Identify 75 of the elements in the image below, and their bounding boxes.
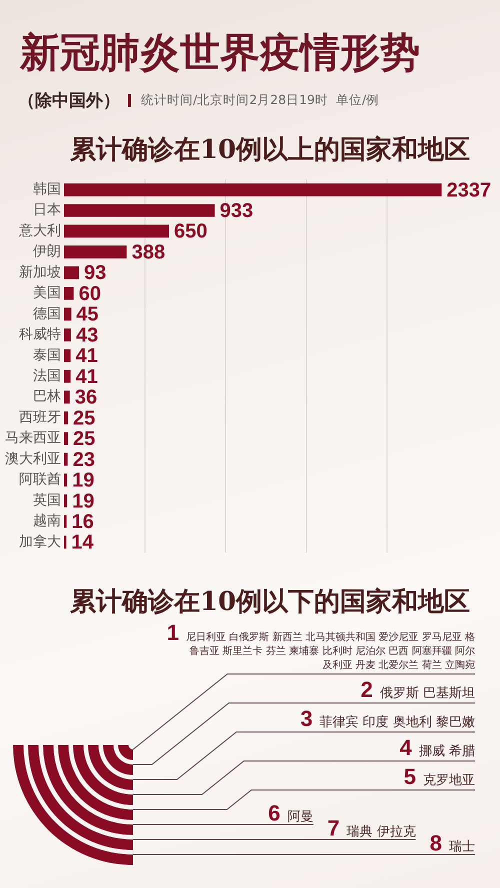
y-tick-label: 西班牙 [19, 409, 61, 426]
y-tick-label: 新加坡 [19, 264, 61, 280]
data-label: 8 [430, 830, 442, 856]
y-tick-label: 意大利 [18, 222, 61, 239]
y-tick-label: 德国 [33, 306, 61, 322]
bar [64, 432, 68, 445]
bar [64, 474, 68, 486]
data-label: 36 [74, 386, 98, 409]
y-tick-label: 加拿大 [19, 534, 61, 550]
text: 统计时间/北京时间2月28日19时 [141, 92, 328, 108]
data-label: 16 [72, 511, 94, 534]
bar [64, 411, 68, 424]
chart-title: 新冠肺炎世界疫情形势 [20, 28, 420, 78]
bar [64, 349, 71, 362]
text: 单位/例 [336, 92, 380, 108]
bar [64, 452, 68, 466]
data-label: 19 [72, 470, 94, 492]
y-tick-label: 英国 [33, 492, 61, 508]
data-label: 25 [73, 428, 96, 450]
data-label: 41 [76, 345, 98, 368]
y-tick-label: 巴林 [33, 388, 61, 405]
data-label: 7 [327, 816, 340, 840]
bar [64, 370, 71, 383]
data-label: 43 [76, 324, 98, 346]
data-label: 6 [268, 800, 280, 826]
category-label: 俄罗斯 巴基斯坦 [380, 686, 476, 701]
data-label: 23 [72, 448, 95, 471]
y-tick-label: 伊朗 [33, 244, 61, 260]
data-label: 2337 [446, 179, 492, 202]
category-label: 菲律宾 印度 奥地利 黎巴嫩 [320, 714, 476, 730]
bar [64, 515, 67, 528]
category-label: 挪威 希腊 [418, 744, 476, 759]
text: 累计确诊在10例以上的国家和地区 [68, 134, 472, 166]
bar [64, 494, 68, 508]
bar [64, 224, 170, 238]
y-tick-label: 日本 [33, 202, 61, 218]
y-tick-label: 泰国 [33, 347, 61, 364]
data-label: 14 [71, 532, 94, 554]
data-label: 93 [84, 262, 106, 284]
bar [64, 308, 72, 321]
data-label: 650 [174, 220, 208, 243]
data-label: 933 [220, 200, 254, 222]
data-label: 60 [78, 282, 101, 305]
data-label: 388 [132, 241, 166, 264]
data-label: 4 [400, 735, 413, 760]
category-label: 瑞士 [449, 840, 475, 854]
category-label: 阿曼 [287, 810, 314, 824]
bar [64, 204, 215, 217]
bar [64, 287, 74, 300]
y-tick-label: 越南 [33, 513, 61, 530]
y-tick-label: 法国 [33, 368, 61, 384]
data-label: 19 [72, 490, 94, 512]
text: 累计确诊在10例以下的国家和地区 [68, 586, 472, 618]
y-tick-label: 科威特 [19, 326, 61, 343]
category-label: 尼日利亚 白俄罗斯 新西兰 北马其顿共和国 爱沙尼亚 罗马尼亚 格鲁吉亚 斯里兰卡 芬兰 柬埔寨 比利时 尼泊尔 巴西 阿塞拜疆 阿尔及利亚 丹麦 北爱尔兰 荷兰 立陶宛 [186, 631, 476, 671]
data-label: 41 [76, 366, 98, 388]
data-label: 45 [76, 304, 99, 326]
chart-subtitle: （除中国外） [18, 90, 120, 112]
data-label: 25 [73, 407, 96, 430]
category-label: 克罗地亚 [423, 773, 475, 788]
data-label: 3 [300, 706, 313, 731]
y-tick-label: 韩国 [33, 181, 61, 198]
bar [64, 390, 70, 404]
data-label: 1 [166, 620, 179, 645]
y-tick-label: 马来西亚 [5, 430, 61, 446]
bar [64, 246, 127, 258]
data-label: 2 [360, 677, 373, 702]
y-tick-label: 澳大利亚 [5, 450, 61, 467]
bar [64, 183, 442, 196]
y-tick-label: 阿联酋 [19, 472, 61, 488]
bar [64, 266, 80, 280]
data-label: 5 [404, 764, 416, 789]
category-label: 瑞典 伊拉克 [346, 824, 416, 840]
bar [64, 328, 71, 342]
y-tick-label: 美国 [33, 285, 61, 302]
